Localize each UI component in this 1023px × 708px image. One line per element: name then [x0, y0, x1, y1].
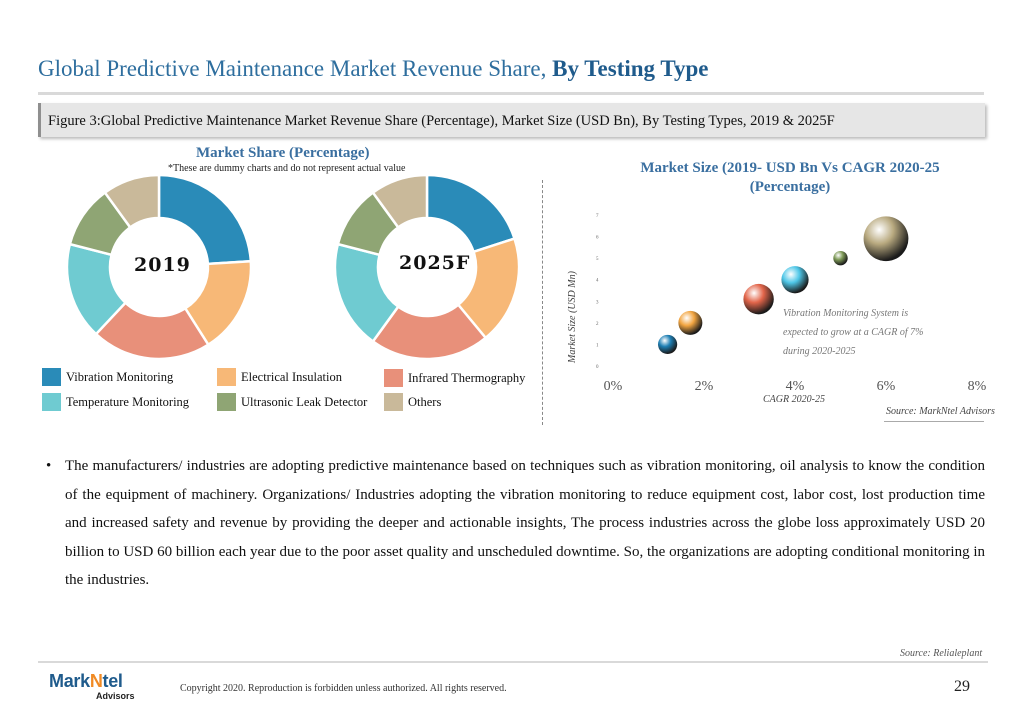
copyright-text: Copyright 2020. Reproduction is forbidde… [180, 683, 507, 694]
bubble-series [658, 216, 909, 355]
y-tick-label: 2 [596, 322, 599, 327]
bubble-point [658, 334, 678, 355]
page-number: 29 [954, 678, 970, 695]
legend-label: Electrical Insulation [241, 369, 343, 384]
bubble-point [833, 250, 848, 266]
legend-label: Others [408, 394, 442, 409]
y-tick-label: 6 [596, 236, 599, 241]
x-axis-label: CAGR 2020-25 [763, 394, 825, 405]
donut-charts [65, 173, 521, 361]
logo-main: MarkNtel [49, 671, 123, 691]
bubble-chart-title: Market Size (2019- USD Bn Vs CAGR 2020-2… [640, 160, 940, 195]
annotation-line-2: expected to grow at a CAGR of 7% [783, 327, 923, 338]
bubble-chart: Market Size (USD Mn) 0 1 2 3 4 5 6 7 0% 2% 4% 6% 8%… [567, 214, 987, 405]
donut-2019-center-label: 2019 [134, 254, 191, 276]
bubble-point [678, 310, 703, 335]
legend-label: Ultrasonic Leak Detector [241, 394, 368, 409]
page-title-regular: Global Predictive Maintenance Market Rev… [38, 56, 547, 81]
legend-swatch [42, 393, 61, 411]
legend-swatch [217, 368, 236, 386]
legend-item-vibration-monitoring: Vibration Monitoring [42, 368, 173, 386]
legend-item-ultrasonic-leak-detector: Ultrasonic Leak Detector [217, 393, 367, 411]
logo-sub: Advisors [96, 691, 135, 701]
company-logo: MarkNtel Advisors [49, 671, 135, 701]
legend-swatch [384, 369, 403, 387]
legend-swatch [384, 393, 403, 411]
y-tick-label: 3 [596, 300, 599, 305]
logo-accent-letter: N [89, 671, 103, 691]
annotation-line-3: during 2020-2025 [783, 346, 856, 357]
dummy-chart-note: *These are dummy charts and do not repre… [168, 163, 406, 174]
y-axis-label: Market Size (USD Mn) [567, 270, 578, 364]
legend-label: Temperature Monitoring [66, 394, 190, 409]
donut-chart-2019 [65, 173, 253, 361]
footer-divider [38, 661, 988, 663]
legend-swatch [217, 393, 236, 411]
donut-slice-others [103, 173, 161, 230]
donut-slice-vibration-monitoring [157, 173, 253, 266]
x-axis-ticks: 0% 2% 4% 6% 8% [604, 379, 987, 394]
x-tick-label: 6% [877, 379, 896, 394]
legend-label: Vibration Monitoring [66, 369, 174, 384]
annotation-line-1: Vibration Monitoring System is [783, 308, 908, 319]
y-tick-label: 5 [596, 257, 599, 262]
legend-label: Infrared Thermography [408, 370, 526, 385]
legend-item-electrical-insulation: Electrical Insulation [217, 368, 342, 386]
legend-swatch [42, 368, 61, 386]
text-source: Source: Relialeplant [900, 648, 983, 659]
donut-2025f-center-label: 2025F [399, 252, 471, 274]
bubble-point [781, 266, 809, 294]
y-axis-ticks: 0 1 2 3 4 5 6 7 [596, 214, 599, 370]
market-share-heading: Market Share (Percentage) [196, 145, 370, 161]
x-tick-label: 8% [968, 379, 987, 394]
bubble-point [743, 283, 774, 315]
y-tick-label: 1 [596, 343, 599, 348]
page-title-bold: By Testing Type [552, 56, 709, 81]
donut-slice-others [371, 173, 429, 230]
bubble-point [863, 216, 909, 262]
bullet-paragraph: • The manufacturers/ industries are adop… [46, 452, 985, 595]
bullet-text: The manufacturers/ industries are adopti… [65, 458, 985, 588]
page-title: Global Predictive Maintenance Market Rev… [38, 56, 709, 82]
y-tick-label: 4 [596, 279, 599, 284]
donut-slice-vibration-monitoring [425, 173, 517, 254]
y-tick-label: 0 [596, 365, 599, 370]
chart-source: Source: MarkNtel Advisors [886, 406, 995, 417]
legend-item-temperature-monitoring: Temperature Monitoring [42, 393, 189, 411]
title-divider [38, 92, 984, 95]
legend-item-others: Others [384, 393, 441, 411]
chart-divider [542, 180, 543, 425]
legend-item-infrared-thermography: Infrared Thermography [384, 369, 525, 387]
bullet-icon: • [46, 458, 52, 474]
figure-caption: Figure 3:Global Predictive Maintenance M… [48, 113, 835, 129]
figure-caption-box [38, 103, 985, 137]
x-tick-label: 2% [695, 379, 714, 394]
source-rule [884, 421, 984, 422]
donut-chart-2025f [333, 173, 521, 361]
x-tick-label: 4% [786, 379, 805, 394]
y-tick-label: 7 [596, 214, 599, 219]
x-tick-label: 0% [604, 379, 623, 394]
